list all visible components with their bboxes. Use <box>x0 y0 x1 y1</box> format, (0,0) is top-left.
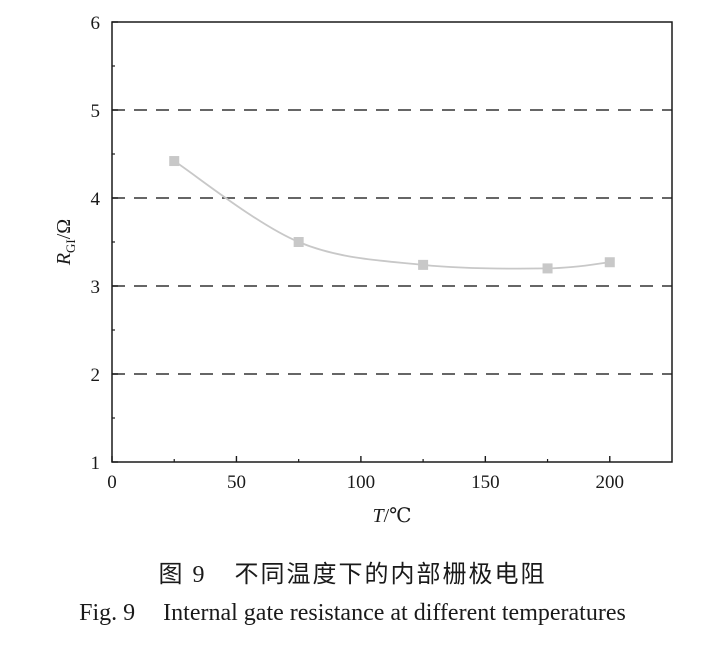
x-axis-title: T/℃ <box>372 505 411 527</box>
y-tick-label-6: 6 <box>91 13 101 34</box>
data-point-175 <box>542 263 553 274</box>
y-tick-label-2: 2 <box>91 365 101 386</box>
x-tick-label-0: 0 <box>107 472 117 493</box>
y-tick-label-1: 1 <box>91 453 101 474</box>
ticks <box>111 21 611 463</box>
series <box>169 156 615 274</box>
y-axis-title: RGI/Ω <box>53 219 78 266</box>
y-tick-label-4: 4 <box>91 189 101 210</box>
caption-chinese: 图 9 不同温度下的内部栅极电阻 <box>0 554 705 589</box>
y-tick-label-3: 3 <box>91 277 101 298</box>
caption-en-text: Internal gate resistance at different te… <box>163 600 626 626</box>
chart: 0 50 100 150 200 1 2 3 4 5 6 T/℃ RGI/Ω <box>53 13 673 527</box>
x-tick-label-200: 200 <box>596 472 625 493</box>
data-point-75 <box>293 237 304 247</box>
x-tick-label-50: 50 <box>227 472 246 493</box>
caption-cn-text: 不同温度下的内部栅极电阻 <box>234 562 547 588</box>
data-point-125 <box>418 259 429 270</box>
caption-cn-label: 图 9 <box>158 562 207 588</box>
x-tick-label-100: 100 <box>347 472 376 493</box>
data-point-25 <box>169 156 180 167</box>
plot-frame <box>111 21 673 463</box>
data-point-200 <box>604 257 615 268</box>
x-tick-labels: 0 50 100 150 200 <box>107 472 624 493</box>
caption-en-label: Fig. 9 <box>79 600 136 626</box>
y-tick-label-5: 5 <box>91 101 101 122</box>
caption-english: Fig. 9 Internal gate resistance at differ… <box>0 600 705 627</box>
x-tick-label-150: 150 <box>471 472 500 493</box>
gridlines <box>112 109 672 375</box>
y-tick-labels: 1 2 3 4 5 6 <box>91 13 101 474</box>
series-line <box>173 160 610 270</box>
